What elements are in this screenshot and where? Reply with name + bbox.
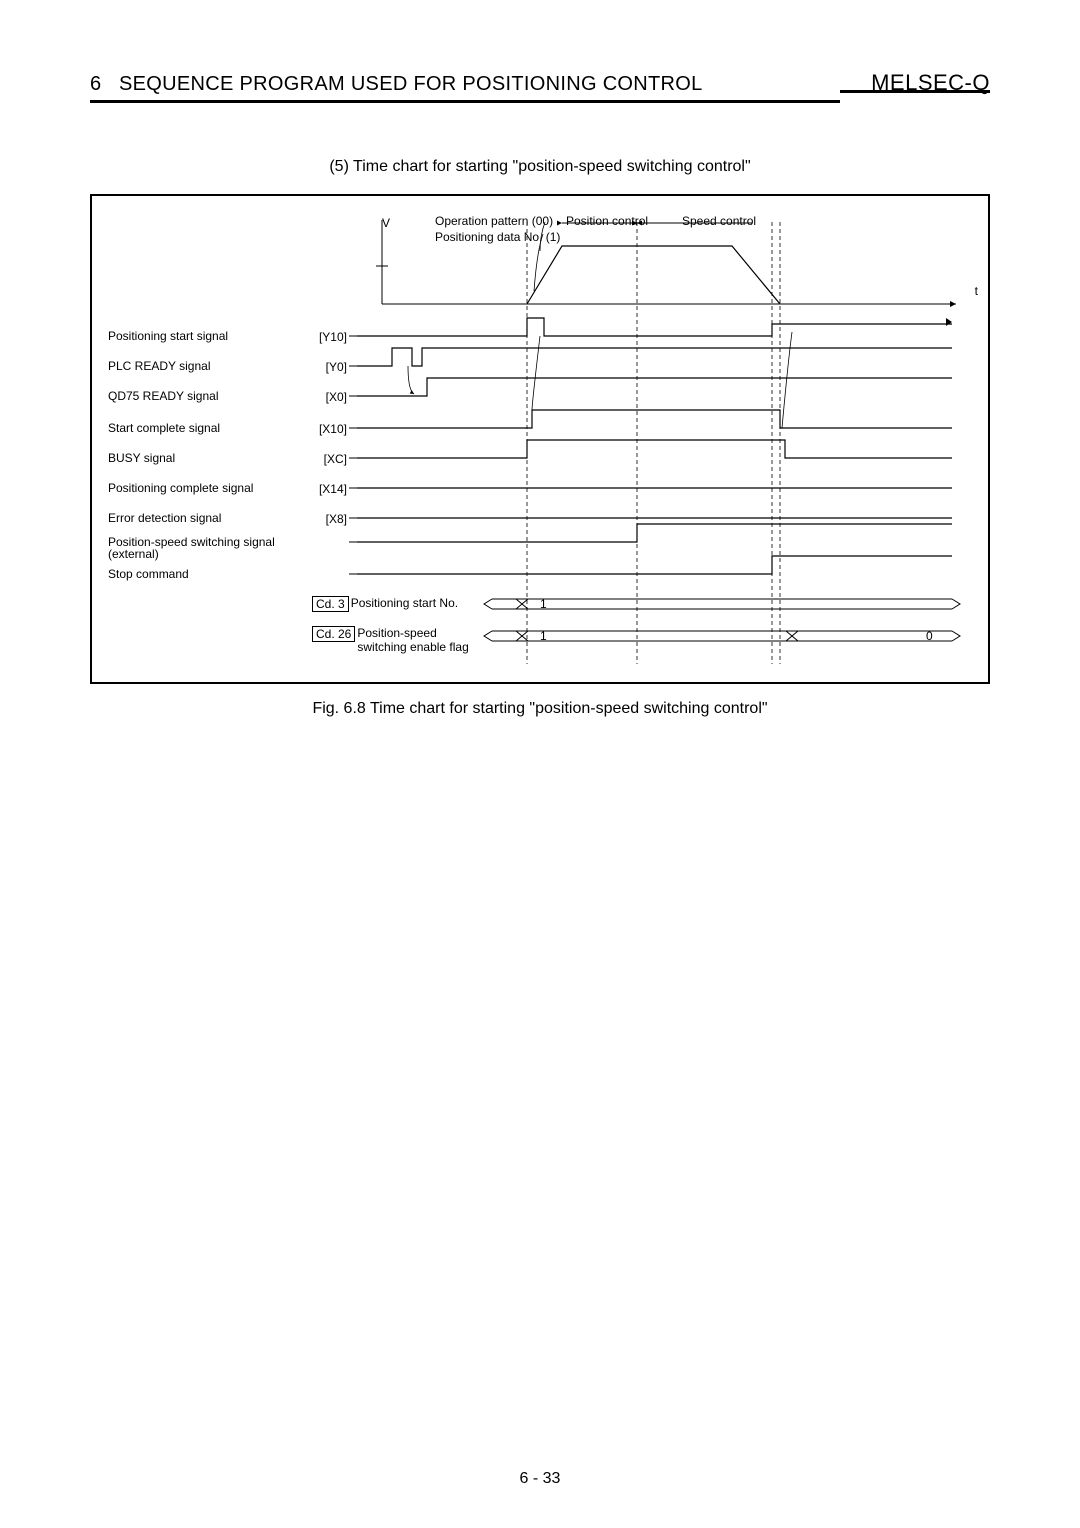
signal-label: Start complete signal [108,422,220,434]
cd3-row: Cd. 3 Positioning start No. [312,596,458,612]
signal-label: PLC READY signal [108,360,211,372]
signal-label: Positioning complete signal [108,482,253,494]
figure-subtitle: (5) Time chart for starting "position-sp… [90,158,990,176]
signal-label: Stop command [108,568,189,580]
speed-ctrl-label: Speed control [682,214,756,228]
cd26-box: Cd. 26 [312,626,355,642]
pos-ctrl-label: Position control [566,214,648,228]
op-pattern-label: Operation pattern (00) [435,214,553,228]
chapter-heading: 6 SEQUENCE PROGRAM USED FOR POSITIONING … [90,73,703,96]
figure-caption: Fig. 6.8 Time chart for starting "positi… [90,700,990,718]
page-number: 6 - 33 [0,1470,1080,1488]
signal-addr: [X0] [307,390,347,404]
header-rule [90,100,990,108]
pos-data-label: Positioning data No. (1) [435,230,560,244]
signal-label: BUSY signal [108,452,175,464]
axis-v-label: V [382,216,390,230]
signal-addr: [XC] [307,452,347,466]
chapter-title: SEQUENCE PROGRAM USED FOR POSITIONING CO… [119,73,703,95]
signal-label: Error detection signal [108,512,221,524]
page-root: 6 SEQUENCE PROGRAM USED FOR POSITIONING … [0,0,1080,758]
svg-text:1: 1 [540,629,547,643]
signal-addr: [Y10] [307,330,347,344]
cd26-text: Position-speed switching enable flag [357,626,468,654]
signal-label: Positioning start signal [108,330,228,342]
signal-addr: [X10] [307,422,347,436]
signal-addr: [X14] [307,482,347,496]
svg-text:0: 0 [926,629,933,643]
svg-text:1: 1 [540,597,547,611]
signal-addr: [Y0] [307,360,347,374]
waveform-svg: 1 1 0 [92,196,972,676]
cd3-box: Cd. 3 [312,596,349,612]
signal-label: Position-speed switching signal (externa… [108,536,298,560]
axis-t-label: t [975,284,978,298]
chapter-number: 6 [90,73,101,95]
cd3-text: Positioning start No. [351,596,458,610]
cd26-row: Cd. 26 Position-speed switching enable f… [312,626,469,654]
signal-label: QD75 READY signal [108,390,219,402]
timing-diagram: V Operation pattern (00) Positioning dat… [90,194,990,684]
signal-addr: [X8] [307,512,347,526]
